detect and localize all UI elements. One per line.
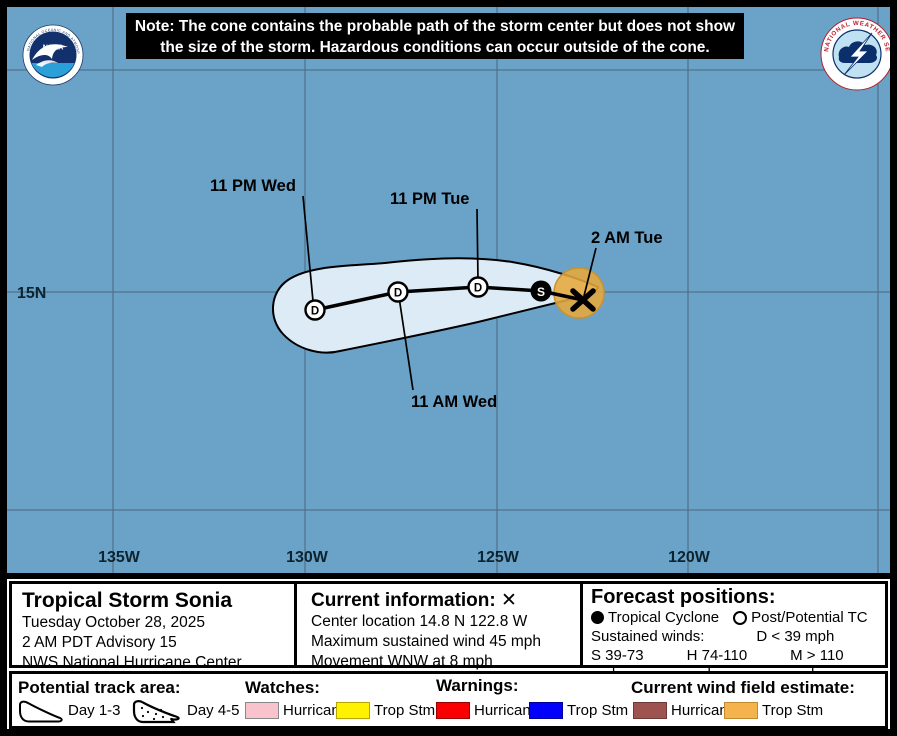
lon-label-120w: 120W (668, 549, 711, 566)
current-info-heading: Current information: (311, 590, 496, 611)
forecast-point-d3: D (304, 299, 326, 321)
trop-stm-wind-field-swatch (724, 702, 758, 719)
noaa-logo: NATIONAL OCEANIC AND ATMOSPHERIC ADMIN U… (22, 24, 84, 86)
svg-text:D: D (311, 306, 319, 318)
lat-label-15n: 15N (17, 285, 46, 302)
map-area: D D D S 11 PM Wed 11 AM Wed 11 PM (7, 7, 890, 579)
hurricane-watch-swatch (245, 702, 279, 719)
hurricane-warning-swatch (436, 702, 470, 719)
map-canvas: D D D S 11 PM Wed 11 AM Wed 11 PM (7, 7, 890, 573)
noaa-logo-text: NOAA (43, 45, 64, 52)
hurricane-watch-label: Hurricane (283, 702, 349, 719)
storm-info-panel: Tropical Storm Sonia Tuesday October 28,… (9, 581, 888, 683)
storm-agency: NWS National Hurricane Center (22, 654, 242, 671)
forecast-point-s: S (530, 280, 552, 302)
hurricane-warning-label: Hurricane (474, 702, 540, 719)
lon-label-130w: 130W (286, 549, 329, 566)
nws-logo: NATIONAL WEATHER SERVICE ★ ★ ★ (820, 17, 890, 91)
watches-heading: Watches: (245, 678, 320, 697)
hurricane-wind-field-swatch (633, 702, 667, 719)
lon-label-135w: 135W (98, 549, 141, 566)
storm-advisory: 2 AM PDT Advisory 15 (22, 634, 177, 651)
forecast-point-d1: D (467, 276, 489, 298)
label-leader-lines (302, 195, 597, 391)
potential-track-area-heading: Potential track area: (18, 678, 181, 697)
max-sustained-wind: Maximum sustained wind 45 mph (311, 633, 542, 650)
current-position-symbol: ✕ (501, 590, 517, 611)
day1-3-cone-icon (19, 700, 63, 723)
trop-stm-wind-field-label: Trop Stm (762, 702, 824, 719)
wind-scale-d: D < 39 mph (756, 628, 835, 645)
note-line-2: the size of the storm. Hazardous conditi… (160, 39, 710, 56)
forecast-point-d2: D (387, 281, 409, 303)
forecast-positions-heading: Forecast positions: (591, 586, 776, 608)
cone-disclaimer-note: Note: The cone contains the probable pat… (126, 13, 744, 59)
tropical-cyclone-dot-icon (591, 611, 604, 624)
forecast-positions-column: Forecast positions: Tropical Cyclone Pos… (583, 584, 885, 683)
svg-text:D: D (394, 288, 402, 300)
trop-stm-watch-swatch (336, 702, 370, 719)
time-label-11am-wed: 11 AM Wed (411, 393, 497, 411)
trop-stm-watch-label: Trop Stm (374, 702, 436, 719)
lon-label-125w: 125W (477, 549, 520, 566)
hurricane-wind-field-label: Hurricane (671, 702, 737, 719)
storm-title: Tropical Storm Sonia (22, 589, 233, 612)
warnings-heading: Warnings: (436, 676, 519, 695)
day4-5-cone-icon (132, 700, 180, 724)
time-label-2am-tue: 2 AM Tue (591, 229, 663, 247)
legend-panel: Potential track area: Day 1-3 Day 4-5 Wa… (9, 671, 888, 729)
time-label-11pm-wed: 11 PM Wed (210, 177, 296, 195)
tropical-cyclone-label: Tropical Cyclone (608, 609, 720, 626)
day1-3-label: Day 1-3 (68, 702, 121, 719)
storm-summary-column: Tropical Storm Sonia Tuesday October 28,… (12, 584, 297, 671)
current-position-x-marker (570, 288, 596, 312)
day4-5-label: Day 4-5 (187, 702, 240, 719)
svg-text:S: S (537, 285, 545, 299)
storm-date: Tuesday October 28, 2025 (22, 614, 205, 631)
post-potential-tc-ring-icon (733, 610, 748, 625)
time-label-11pm-tue: 11 PM Tue (390, 190, 469, 208)
trop-stm-warning-swatch (529, 702, 563, 719)
svg-text:D: D (474, 283, 482, 295)
note-line-1: Note: The cone contains the probable pat… (134, 18, 736, 35)
wind-field-heading: Current wind field estimate: (631, 678, 855, 697)
trop-stm-warning-label: Trop Stm (567, 702, 629, 719)
movement: Movement WNW at 8 mph (311, 653, 493, 670)
current-information-column: Current information: ✕ Center location 1… (297, 584, 583, 670)
sustained-winds-label: Sustained winds: (591, 628, 705, 645)
post-potential-tc-label: Post/Potential TC (751, 609, 868, 626)
center-location: Center location 14.8 N 122.8 W (311, 613, 528, 630)
